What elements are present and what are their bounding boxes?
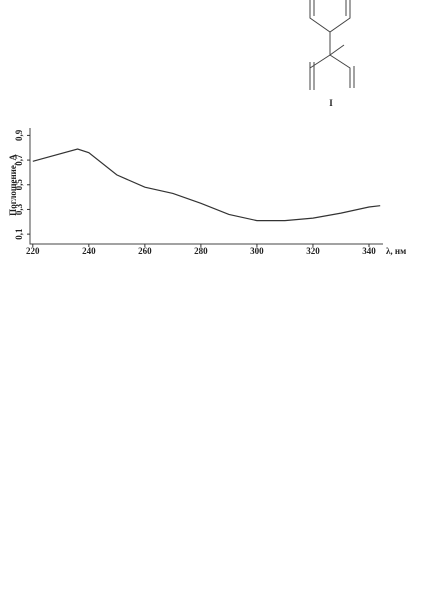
y-tick-label: 0,9 bbox=[14, 129, 24, 141]
spectrum-line bbox=[32, 148, 381, 222]
y-axis-label: Поглощение, А bbox=[8, 154, 18, 216]
structure-fragment bbox=[309, 0, 355, 90]
x-tick-label: 280 bbox=[194, 246, 208, 256]
x-axis-label: λ, нм bbox=[386, 246, 406, 256]
x-tick-label: 340 bbox=[362, 246, 376, 256]
y-tick-label: 0,3 bbox=[14, 203, 24, 215]
x-tick-label: 240 bbox=[82, 246, 96, 256]
y-tick-label: 0,7 bbox=[14, 154, 24, 166]
x-tick-label: 320 bbox=[306, 246, 320, 256]
axes bbox=[29, 128, 383, 245]
x-tick-label: 260 bbox=[138, 246, 152, 256]
x-tick-label: 300 bbox=[250, 246, 264, 256]
x-tick-label: 220 bbox=[26, 246, 40, 256]
y-tick-label: 0,5 bbox=[14, 179, 24, 191]
y-tick-label: 0,1 bbox=[14, 228, 24, 240]
structure-label: I bbox=[329, 98, 333, 108]
